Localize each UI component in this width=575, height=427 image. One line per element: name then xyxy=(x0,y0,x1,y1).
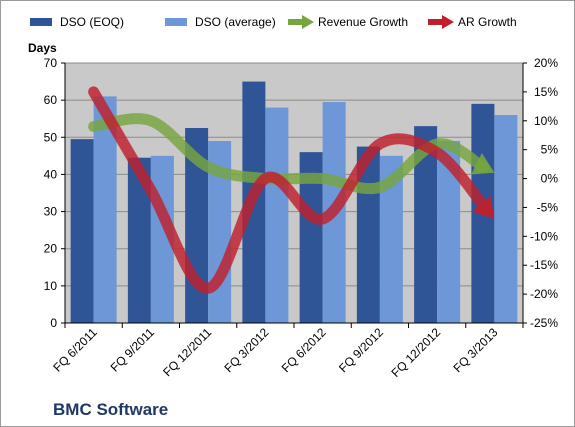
revenue-growth-arrowhead xyxy=(471,153,495,175)
right-tick-label: 5% xyxy=(541,143,559,157)
left-tick-label: 30 xyxy=(44,205,58,219)
right-tick-label: 20% xyxy=(534,56,558,70)
left-tick-label: 40 xyxy=(44,167,58,181)
bar-dso-average-7 xyxy=(494,115,518,323)
legend-label-dso-average-: DSO (average) xyxy=(195,15,276,29)
bar-dso-eoq-1 xyxy=(127,157,151,323)
right-tick-label: 10% xyxy=(534,114,558,128)
ar-growth-arrowhead xyxy=(472,196,495,219)
bar-dso-average-6 xyxy=(437,141,461,323)
bar-dso-average-5 xyxy=(379,155,403,323)
left-axis-title: Days xyxy=(28,41,57,55)
legend-arrowhead-revenue-growth xyxy=(302,15,314,29)
right-tick-label: 0% xyxy=(541,172,559,186)
legend-arrowhead-ar-growth xyxy=(442,15,454,29)
ar-growth-line xyxy=(88,86,493,294)
company-name: BMC Software xyxy=(53,400,168,419)
right-tick-label: 15% xyxy=(534,85,558,99)
legend-swatch-dso-average- xyxy=(165,18,187,26)
bar-dso-average-0 xyxy=(93,96,117,323)
bar-dso-eoq-4 xyxy=(299,152,323,323)
left-tick-label: 20 xyxy=(44,242,58,256)
left-tick-label: 70 xyxy=(44,56,58,70)
legend-label-revenue-growth: Revenue Growth xyxy=(318,15,408,29)
left-tick-label: 10 xyxy=(44,279,58,293)
left-tick-label: 50 xyxy=(44,130,58,144)
bar-dso-eoq-0 xyxy=(70,139,94,323)
right-tick-label: -5% xyxy=(537,200,559,214)
right-tick-label: -25% xyxy=(530,316,558,330)
right-tick-label: -15% xyxy=(530,258,558,272)
right-tick-label: -10% xyxy=(530,229,558,243)
right-tick-label: -20% xyxy=(530,287,558,301)
legend-swatch-dso-eoq- xyxy=(30,18,52,26)
arrow-lines xyxy=(88,86,495,294)
left-tick-label: 0 xyxy=(50,316,57,330)
legend: DSO (EOQ) DSO (average) Revenue Growth AR G… xyxy=(30,15,517,29)
bar-dso-eoq-6 xyxy=(414,126,438,324)
bar-dso-average-3 xyxy=(265,107,289,323)
left-tick-label: 60 xyxy=(44,93,58,107)
legend-label-dso-eoq-: DSO (EOQ) xyxy=(60,15,124,29)
legend-label-ar-growth: AR Growth xyxy=(458,15,517,29)
